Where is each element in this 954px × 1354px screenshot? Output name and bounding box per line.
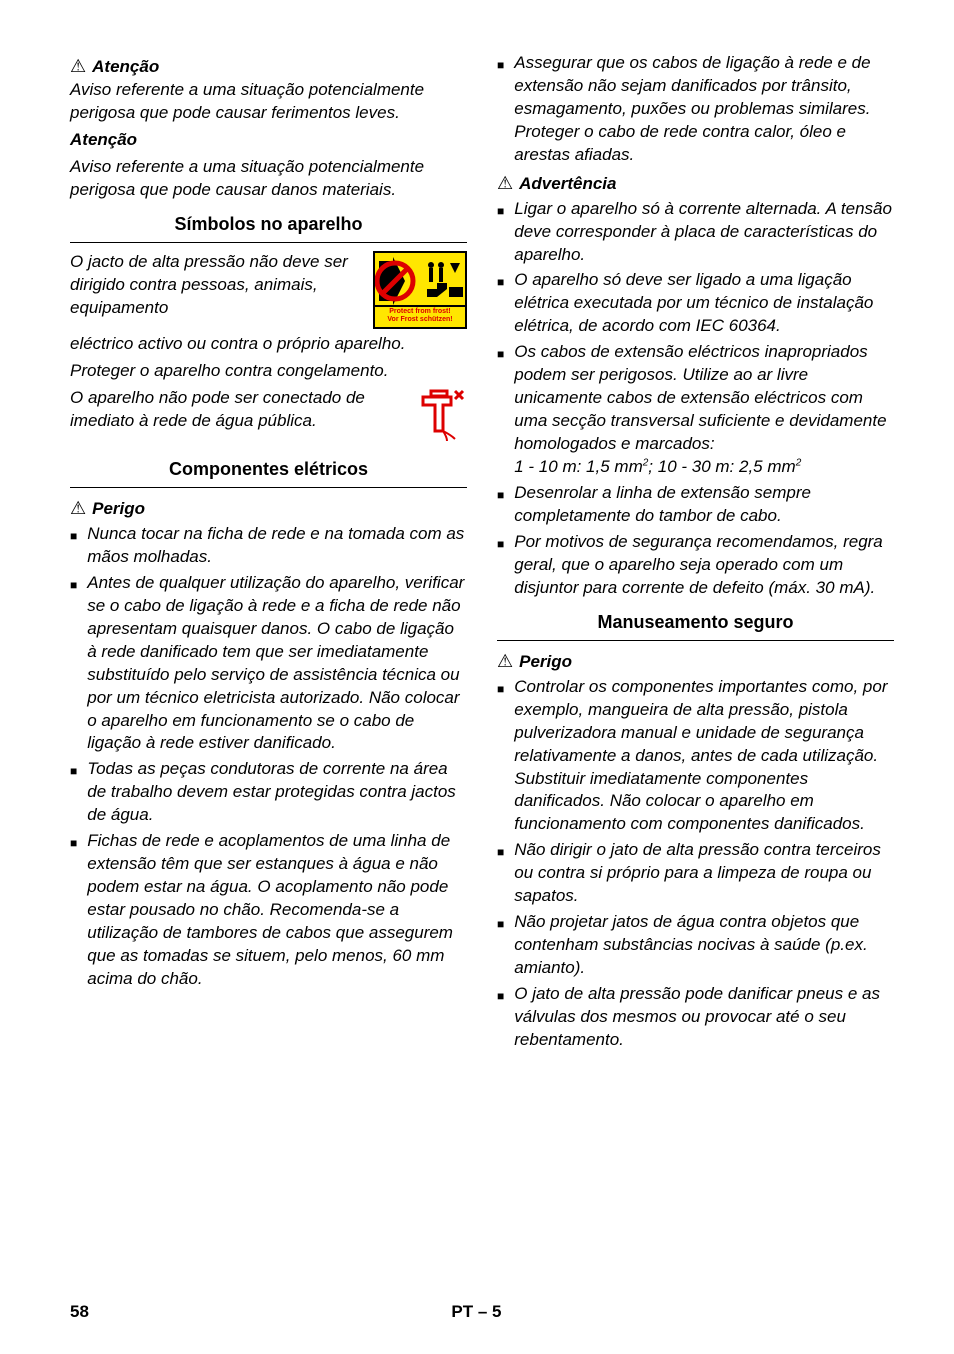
list-item: Nunca tocar na ficha de rede e na tomada… (70, 523, 467, 569)
warning-icon: ⚠ (497, 649, 513, 673)
section-heading-electrical: Componentes elétricos (70, 453, 467, 488)
atencao-body-2: Aviso referente a uma situação potencial… (70, 156, 467, 202)
symbol-text-2: Proteger o aparelho contra congelamento. (70, 360, 467, 383)
warning-icon: ⚠ (497, 171, 513, 195)
no-spray-icon (373, 251, 467, 307)
perigo-heading-right: ⚠ Perigo (497, 649, 894, 674)
section-heading-symbols: Símbolos no aparelho (70, 208, 467, 243)
page-number: 58 (70, 1301, 89, 1324)
advertencia-title: Advertência (519, 173, 616, 196)
electrical-bullets: Nunca tocar na ficha de rede e na tomada… (70, 523, 467, 991)
perigo-title: Perigo (92, 498, 145, 521)
list-item: Não projetar jatos de água contra objeto… (497, 911, 894, 980)
right-bullets-top: Assegurar que os cabos de ligação à rede… (497, 52, 894, 167)
atencao-body-1: Aviso referente a uma situação potencial… (70, 79, 467, 125)
list-item: Desenrolar a linha de extensão sempre co… (497, 482, 894, 528)
atencao-heading-1: ⚠ Atenção (70, 54, 467, 79)
list-item: Todas as peças condutoras de corrente na… (70, 758, 467, 827)
atencao-title: Atenção (92, 56, 159, 79)
section-heading-handling: Manuseamento seguro (497, 606, 894, 641)
pressure-warning-label: Protect from frost! Vor Frost schützen! (373, 251, 467, 329)
symbol-text-3: O aparelho não pode ser conectado de ime… (70, 387, 467, 433)
left-column: ⚠ Atenção Aviso referente a uma situação… (70, 50, 467, 1055)
list-item: Não dirigir o jato de alta pressão contr… (497, 839, 894, 908)
atencao-title-2: Atenção (70, 129, 467, 152)
advertencia-bullets: Ligar o aparelho só à corrente alternada… (497, 198, 894, 600)
perigo-heading-left: ⚠ Perigo (70, 496, 467, 521)
page-code: PT – 5 (451, 1301, 501, 1324)
list-item: Ligar o aparelho só à corrente alternada… (497, 198, 894, 267)
list-item: Controlar os componentes importantes com… (497, 676, 894, 837)
perigo-title: Perigo (519, 651, 572, 674)
handling-bullets: Controlar os componentes importantes com… (497, 676, 894, 1052)
symbol-text-1b: eléctrico activo ou contra o próprio apa… (70, 333, 467, 356)
list-item: Antes de qualquer utilização do aparelho… (70, 572, 467, 756)
list-item: Assegurar que os cabos de ligação à rede… (497, 52, 894, 167)
warning-icon: ⚠ (70, 54, 86, 78)
frost-label: Protect from frost! Vor Frost schützen! (373, 307, 467, 329)
list-item: O jato de alta pressão pode danificar pn… (497, 983, 894, 1052)
list-item: Fichas de rede e acoplamentos de uma lin… (70, 830, 467, 991)
list-item: O aparelho só deve ser ligado a uma liga… (497, 269, 894, 338)
no-water-connection-icon (411, 387, 467, 450)
list-item: Por motivos de segurança recomendamos, r… (497, 531, 894, 600)
advertencia-heading: ⚠ Advertência (497, 171, 894, 196)
right-column: Assegurar que os cabos de ligação à rede… (497, 50, 894, 1055)
warning-icon: ⚠ (70, 496, 86, 520)
page-footer: 58 PT – 5 (70, 1301, 894, 1324)
list-item: Os cabos de extensão eléctricos inapropr… (497, 341, 894, 479)
